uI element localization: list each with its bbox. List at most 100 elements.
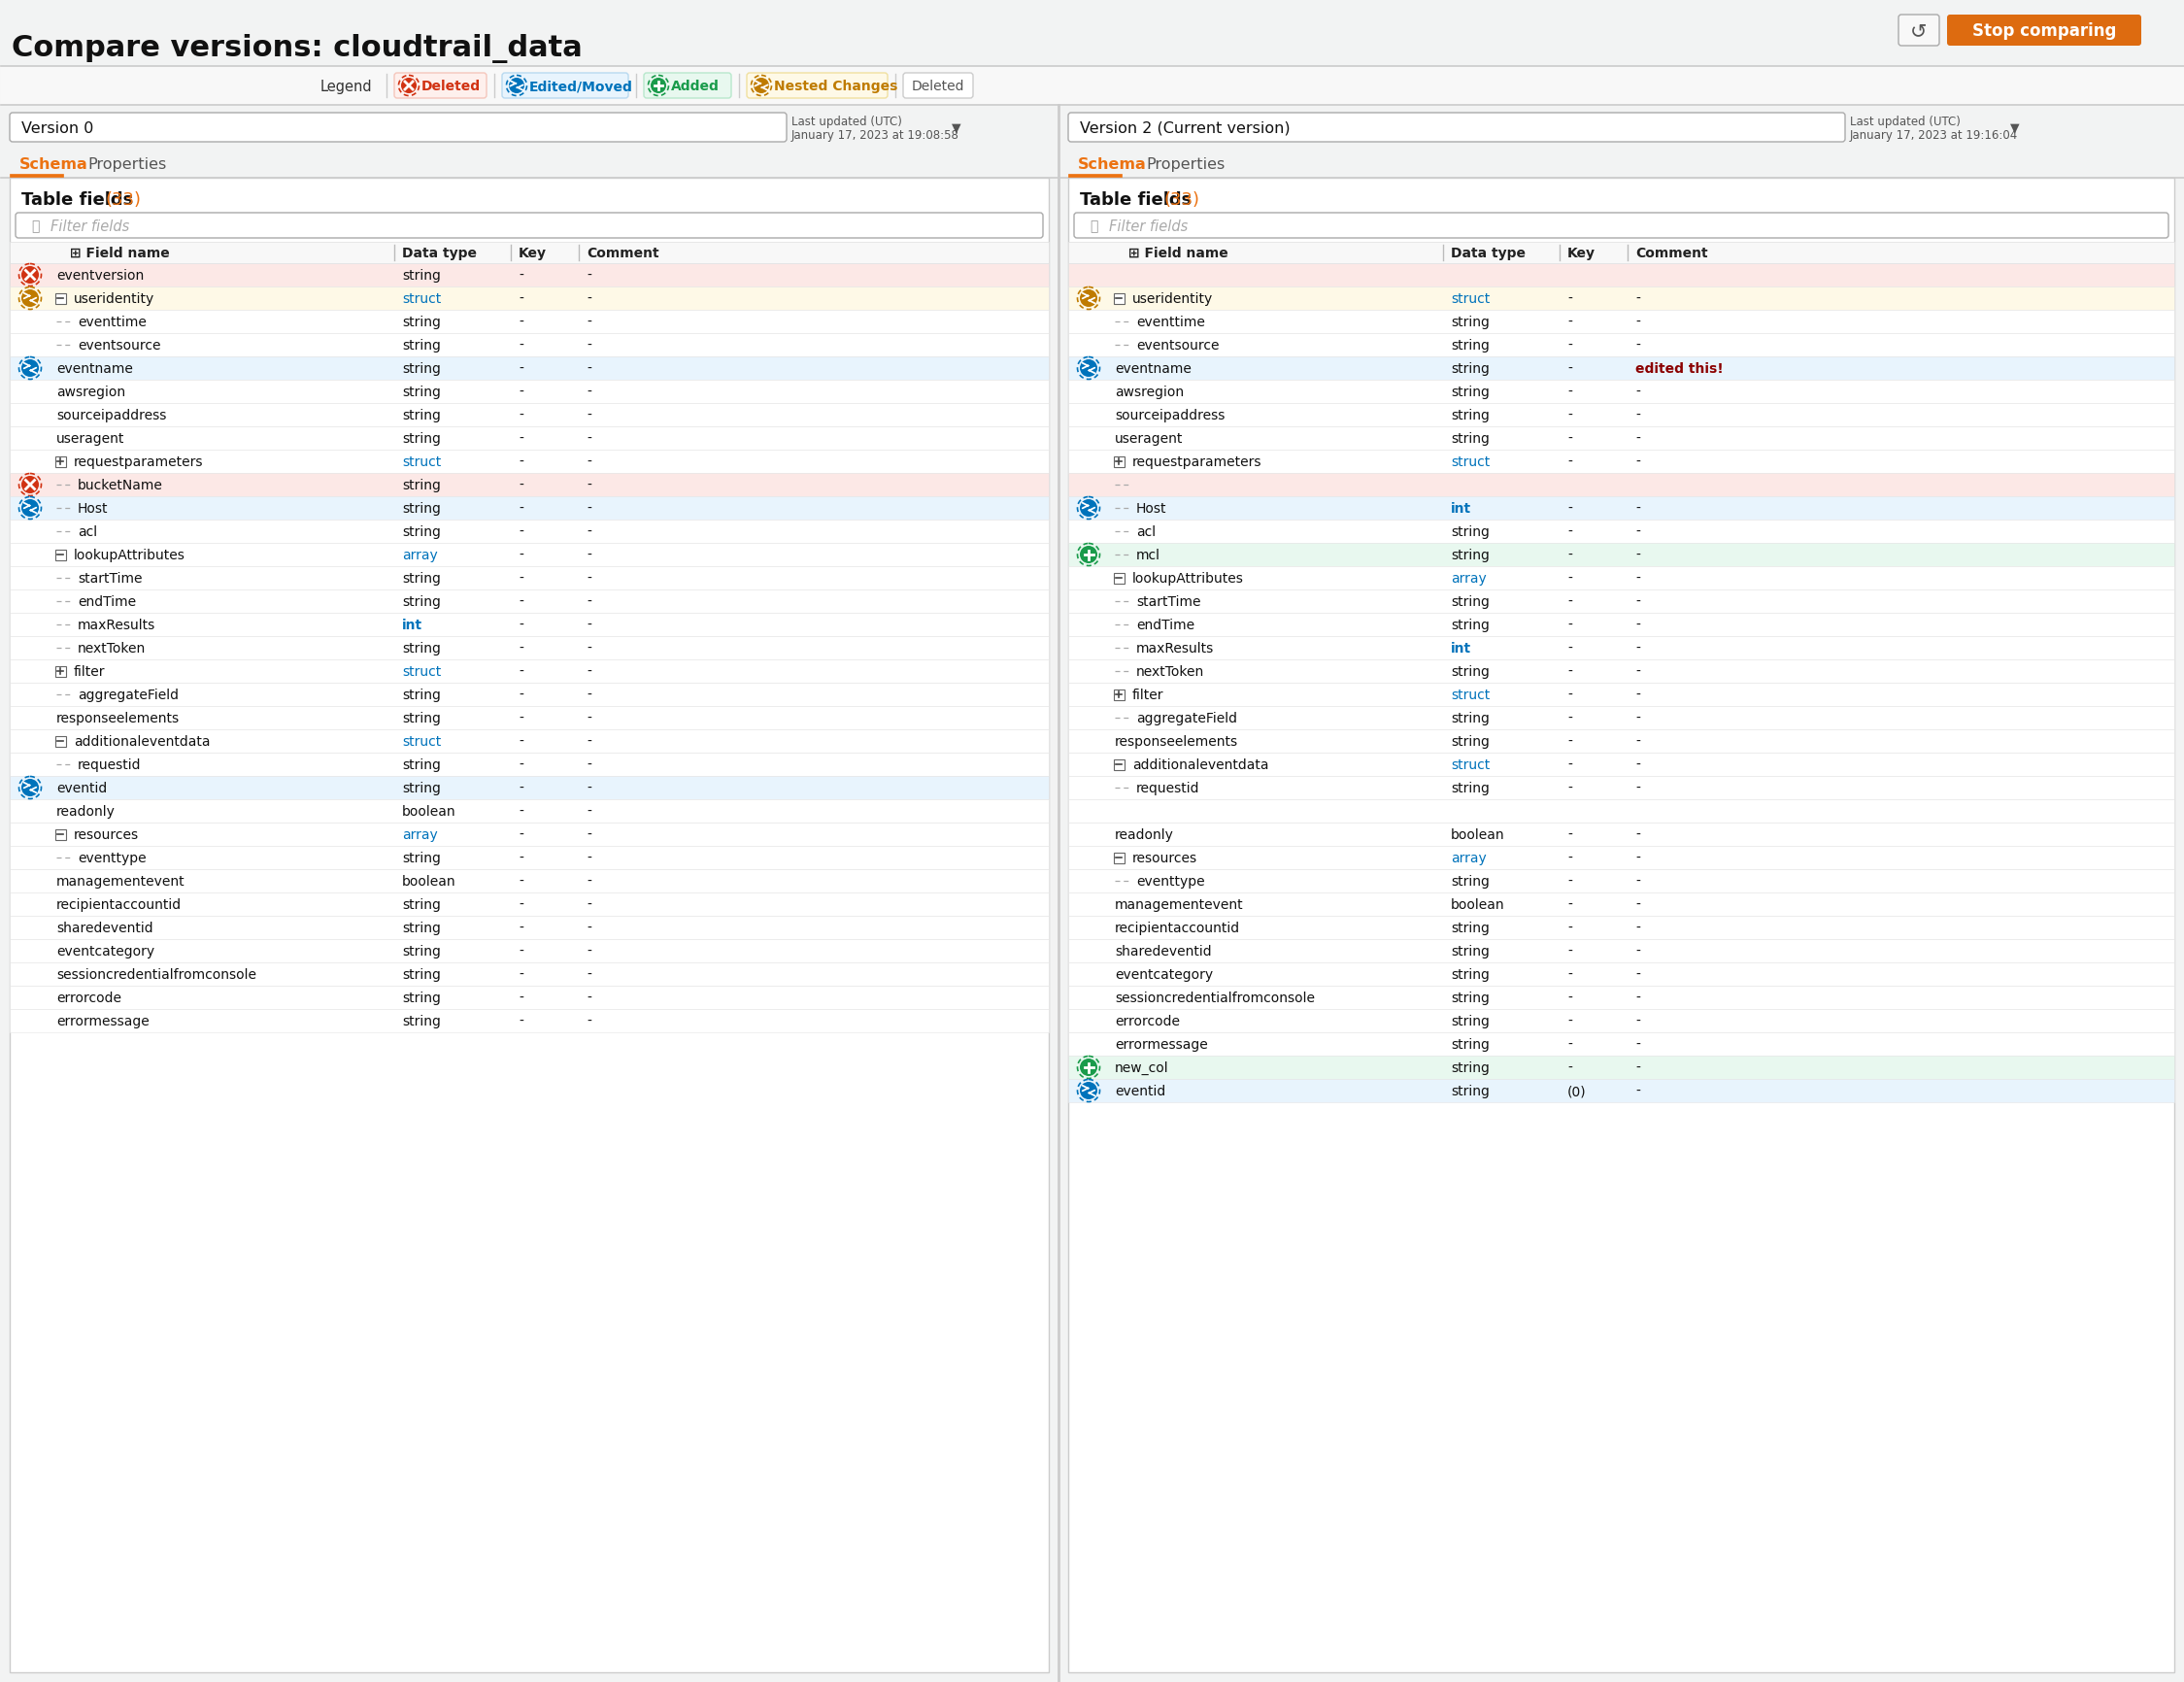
Text: -: -: [1636, 688, 1640, 701]
Text: -: -: [1568, 432, 1572, 446]
Bar: [9, 380, 1048, 404]
Circle shape: [1079, 360, 1096, 377]
Circle shape: [1079, 291, 1096, 308]
Text: ⊞ Field name: ⊞ Field name: [70, 247, 170, 261]
Text: -: -: [1568, 572, 1572, 585]
Bar: [0, 67, 2184, 106]
Text: -: -: [518, 991, 524, 1004]
Text: -: -: [1636, 525, 1640, 538]
Text: -: -: [518, 432, 524, 446]
Text: Table fields: Table fields: [1079, 192, 1192, 209]
Text: Added: Added: [670, 79, 719, 93]
Bar: [9, 986, 1048, 1009]
Bar: [9, 333, 1048, 357]
Text: errorcode: errorcode: [1114, 1014, 1179, 1028]
Text: -: -: [1568, 548, 1572, 562]
Text: -: -: [587, 478, 592, 493]
Text: -: -: [587, 362, 592, 375]
Bar: [1059, 106, 2184, 1682]
Bar: [1068, 706, 2175, 730]
Text: -: -: [1568, 641, 1572, 654]
Bar: [9, 311, 1048, 333]
Text: Version 0: Version 0: [22, 121, 94, 135]
Text: -: -: [1568, 525, 1572, 538]
Text: recipientaccountid: recipientaccountid: [1114, 922, 1241, 935]
Text: Version 2 (Current version): Version 2 (Current version): [1079, 121, 1291, 135]
Text: -: -: [587, 782, 592, 796]
Bar: [0, 150, 1059, 178]
Bar: [1068, 543, 2175, 567]
Text: -: -: [587, 967, 592, 981]
Bar: [9, 496, 1048, 520]
Text: string: string: [402, 338, 441, 352]
Bar: [9, 264, 1048, 288]
Text: Deleted: Deleted: [422, 79, 480, 93]
Text: -: -: [587, 338, 592, 352]
Bar: [9, 917, 1048, 940]
Text: -: -: [1568, 735, 1572, 748]
Bar: [55, 666, 66, 678]
Text: ⊞ Field name: ⊞ Field name: [1129, 247, 1227, 261]
Circle shape: [651, 79, 666, 94]
Bar: [1068, 474, 2175, 496]
Bar: [1068, 496, 2175, 520]
Text: -: -: [1568, 293, 1572, 306]
Text: struct: struct: [1450, 293, 1489, 306]
Text: array: array: [402, 548, 437, 562]
Text: boolean: boolean: [1450, 898, 1505, 912]
Text: -: -: [518, 385, 524, 399]
Text: -: -: [518, 711, 524, 725]
Bar: [9, 614, 1048, 637]
Text: eventid: eventid: [1114, 1085, 1166, 1098]
Text: array: array: [1450, 572, 1487, 585]
Bar: [9, 754, 1048, 777]
Text: -: -: [587, 944, 592, 959]
Text: -: -: [1636, 316, 1640, 330]
Text: Properties: Properties: [87, 156, 166, 172]
Bar: [1114, 760, 1125, 770]
Text: -: -: [1568, 619, 1572, 632]
Text: nextToken: nextToken: [1136, 664, 1203, 678]
Text: string: string: [402, 922, 441, 935]
Text: Last updated (UTC): Last updated (UTC): [791, 114, 902, 128]
Bar: [9, 404, 1048, 427]
Text: -: -: [518, 316, 524, 330]
Text: Edited/Moved: Edited/Moved: [529, 79, 633, 93]
Text: Schema: Schema: [1079, 156, 1147, 172]
Text: Key: Key: [518, 247, 546, 261]
Bar: [1068, 520, 2175, 543]
Circle shape: [1079, 1082, 1096, 1100]
Text: -: -: [587, 898, 592, 912]
Text: aggregateField: aggregateField: [79, 688, 179, 701]
Circle shape: [22, 267, 39, 284]
Text: sharedeventid: sharedeventid: [57, 922, 153, 935]
Text: string: string: [402, 501, 441, 515]
Text: -: -: [1568, 782, 1572, 796]
Text: string: string: [402, 525, 441, 538]
Text: 🔍: 🔍: [31, 219, 39, 232]
FancyBboxPatch shape: [904, 74, 974, 99]
Bar: [9, 1009, 1048, 1033]
Text: -: -: [1636, 641, 1640, 654]
Text: -: -: [518, 735, 524, 748]
Circle shape: [509, 79, 524, 94]
Text: Data type: Data type: [1450, 247, 1527, 261]
Bar: [9, 730, 1048, 754]
Text: -: -: [1636, 944, 1640, 959]
Text: -: -: [587, 572, 592, 585]
Text: useragent: useragent: [1114, 432, 1184, 446]
Text: string: string: [1450, 362, 1489, 375]
Text: -: -: [1636, 898, 1640, 912]
Text: -: -: [518, 688, 524, 701]
Text: -: -: [587, 316, 592, 330]
Text: awsregion: awsregion: [57, 385, 124, 399]
Bar: [1114, 458, 1125, 468]
Text: Comment: Comment: [1636, 247, 1708, 261]
Text: -: -: [518, 851, 524, 865]
Text: -: -: [587, 759, 592, 772]
Text: -: -: [518, 804, 524, 817]
Text: -: -: [587, 501, 592, 515]
Text: Table fields: Table fields: [22, 192, 133, 209]
Bar: [9, 175, 63, 178]
Circle shape: [22, 476, 39, 495]
